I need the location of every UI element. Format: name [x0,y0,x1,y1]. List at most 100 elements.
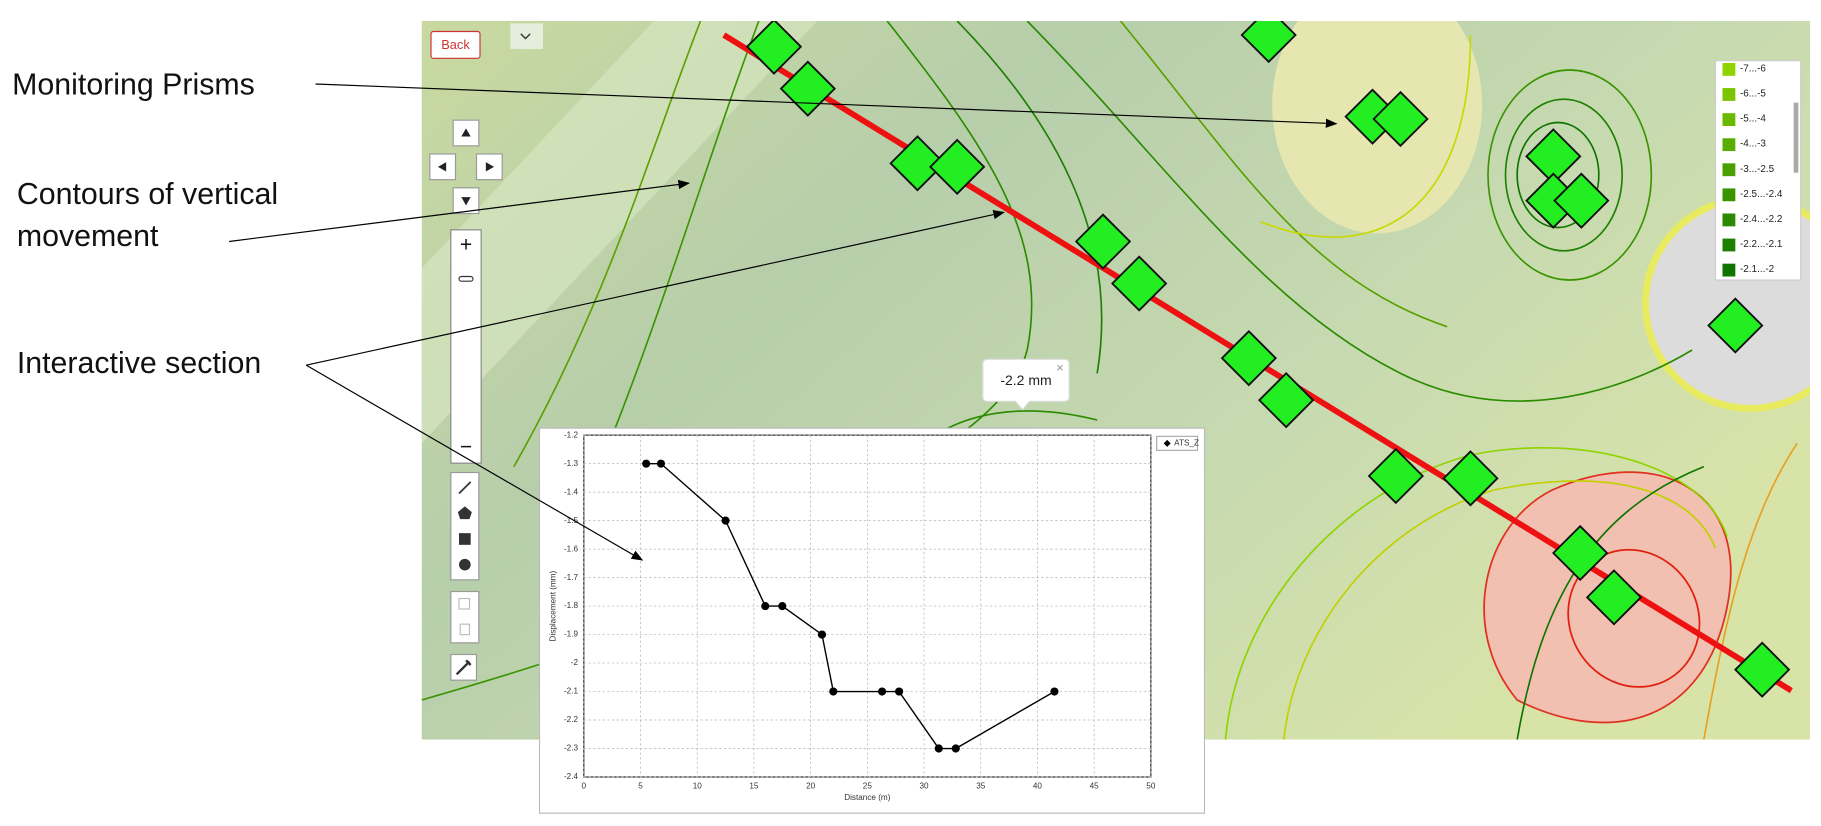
section-chart: 0 5 10 15 20 25 30 35 40 45 50 -1.2 -1.3 -1.4 -1.5 -1.6… [549,430,1199,802]
x-tick-label: 50 [1146,781,1156,790]
zoom-handle[interactable] [458,275,474,282]
prism[interactable] [1552,524,1609,582]
prism[interactable] [1734,641,1791,698]
prism[interactable] [889,135,946,192]
prism[interactable] [1707,297,1764,354]
data-point [778,602,787,611]
y-tick-label: -1.4 [564,487,579,496]
data-point [895,687,904,696]
tool-circle[interactable] [459,558,471,571]
data-point [951,744,960,753]
annotation-arrow [229,179,690,243]
y-axis-title: Displacement (mm) [549,570,558,641]
legend-label: -6...-5 [1740,89,1766,100]
legend-label: -3...-2.5 [1740,164,1775,175]
data-point [761,602,770,611]
data-point [721,516,730,525]
x-axis-title: Distance (m) [844,793,891,802]
draw-tools [450,471,480,681]
arrow-icon [438,162,447,172]
tooltip-text: -2.2 mm [1000,372,1051,388]
x-tick-label: 0 [582,781,587,790]
annotations: Monitoring Prisms Contours of vertical m… [12,68,1338,561]
y-tick-label: -2 [571,658,579,667]
tooltip-box [982,358,1070,411]
legend-box [1156,435,1199,451]
tooltip-close[interactable]: × [1056,360,1064,375]
tool-polygon[interactable] [457,506,472,520]
x-tick-label: 35 [976,781,986,790]
y-tick-label: -1.8 [564,601,579,610]
data-point [656,459,666,468]
legend-label: -2.4...-2.2 [1740,214,1783,225]
prism[interactable] [1585,569,1643,626]
arrow-icon [461,197,471,206]
back-label: Back [441,37,470,52]
legend-label: -4...-3 [1740,139,1766,150]
dropdown-button[interactable] [510,23,543,49]
data-point [1050,687,1059,696]
pan-up[interactable] [452,119,480,147]
legend-scrollbar[interactable] [1793,102,1799,173]
annotation-arrow [305,364,644,561]
prism[interactable] [1220,330,1277,387]
y-tick-label: -1.3 [564,459,579,468]
x-tick-label: 45 [1090,781,1100,790]
prism[interactable] [1240,8,1297,64]
back-button[interactable] [430,30,481,59]
tool-line[interactable] [458,481,472,495]
prism[interactable] [1258,372,1315,429]
prism[interactable] [1372,90,1429,148]
prism[interactable] [1367,447,1424,505]
data-point [829,687,838,696]
annotation: Monitoring Prisms [12,68,255,101]
tool-rectangle[interactable] [459,533,471,545]
y-tick-label: -2.1 [564,687,579,696]
annotation: Interactive section [17,347,261,380]
annotation-arrow [306,210,1005,366]
tool-edit[interactable] [458,597,471,610]
prism[interactable] [1074,213,1132,270]
x-tick-label: 40 [1033,781,1043,790]
legend-label: -5...-4 [1740,114,1766,125]
legend-swatch [1722,88,1736,101]
prism[interactable] [1442,450,1499,507]
magic-icon [455,659,472,676]
y-tick-label: -1.9 [564,630,579,639]
legend-label: -7...-6 [1740,63,1766,74]
y-tick-label: -1.6 [564,544,579,553]
tool-delete[interactable] [459,623,471,636]
map-legend: -7...-6 -6...-5 -5...-4 -4...-3 -3...-2.5 -2.… [1722,63,1783,277]
data-point [877,687,887,696]
legend-swatch [1722,188,1736,202]
x-tick-label: 20 [806,781,816,790]
annotation: movement [17,220,159,253]
legend-swatch [1722,263,1736,277]
y-tick-label: -1.5 [564,516,579,525]
zoom-in[interactable]: + [460,234,472,257]
annotation-arrow [315,83,1338,128]
data-point [934,744,943,753]
prism[interactable] [1111,255,1168,312]
legend-swatch [1722,63,1736,76]
annotation: Contours of vertical [17,178,278,211]
data-point [642,459,651,468]
x-tick-label: 15 [749,781,759,790]
zoom-out[interactable]: − [460,436,472,459]
y-tick-label: -2.4 [564,772,579,781]
arrow-icon [485,162,494,172]
x-tick-label: 30 [919,781,929,790]
prism[interactable] [929,138,986,195]
legend-marker [1163,439,1171,447]
arrow-icon [461,128,471,137]
prism[interactable] [745,20,803,75]
y-tick-label: -2.2 [564,715,579,724]
tooltip: -2.2 mm × [982,358,1070,411]
zoom-bar [450,229,482,464]
y-tick-label: -1.7 [564,573,579,582]
legend-swatch [1722,213,1736,227]
prism[interactable] [1553,172,1610,229]
dropdown-icon [520,33,531,40]
legend-swatch [1722,163,1736,177]
x-tick-label: 25 [863,781,873,790]
